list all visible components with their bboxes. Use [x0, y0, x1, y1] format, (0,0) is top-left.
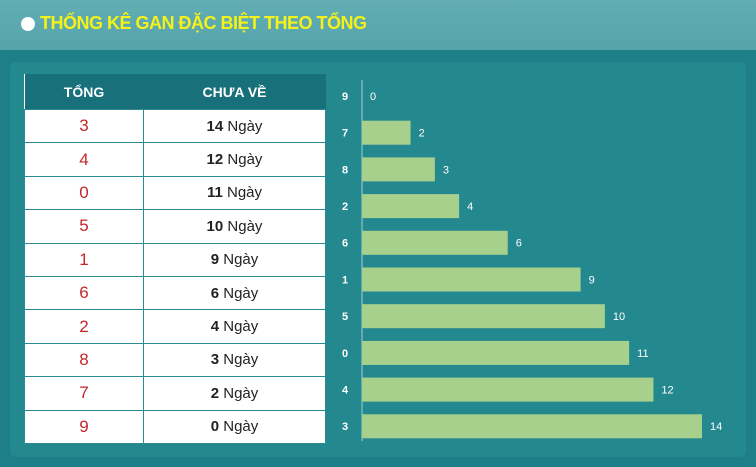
value-label: 6: [516, 238, 522, 250]
cell-days: 2 Ngày: [143, 376, 326, 411]
bar: [362, 120, 411, 145]
y-tick-label: 6: [342, 238, 348, 250]
bar: [362, 340, 630, 365]
column-header: CHƯA VỀ: [143, 74, 326, 110]
bar: [362, 194, 460, 219]
value-label: 14: [710, 421, 722, 433]
bullet: [21, 17, 35, 31]
cell-days: 4 Ngày: [143, 309, 326, 344]
value-label: 2: [419, 128, 425, 140]
unit: Ngày: [227, 184, 263, 202]
row: 3 14 Ngày: [24, 108, 326, 144]
bar: [362, 157, 435, 182]
value-label: 9: [589, 274, 595, 286]
bar: [362, 267, 581, 292]
unit: Ngày: [223, 318, 259, 336]
y-tick-label: 7: [342, 128, 348, 140]
value-label: 3: [443, 164, 449, 176]
days: 9: [210, 251, 220, 269]
days: 12: [206, 151, 224, 169]
days: 6: [210, 284, 220, 302]
days: 14: [206, 117, 224, 135]
days: 4: [210, 318, 220, 336]
table: TỔNG CHƯA VỀ 3 14 Ngày 4 12 Ngày 0 11 Ngày 5 10…: [24, 74, 326, 445]
cell-tong: 3: [24, 108, 144, 144]
days: 2: [210, 384, 220, 402]
title: THỐNG KÊ GAN ĐẶC BIỆT THEO TỔNG: [40, 13, 367, 33]
bar: [362, 377, 654, 402]
unit: Ngày: [227, 217, 263, 235]
row: 0 11 Ngày: [24, 175, 326, 211]
cell-tong: 8: [24, 342, 144, 378]
unit: Ngày: [223, 251, 259, 269]
y-tick-label: 4: [342, 385, 349, 397]
y-tick-label: 0: [342, 348, 348, 360]
days: 10: [206, 217, 224, 235]
days: 11: [206, 184, 223, 202]
cell-days: 14 Ngày: [143, 108, 326, 144]
unit: Ngày: [223, 351, 259, 369]
cell-days: 9 Ngày: [143, 242, 326, 277]
y-tick-label: 3: [342, 421, 348, 433]
unit: Ngày: [223, 384, 259, 402]
cell-tong: 2: [24, 309, 144, 344]
days: 3: [210, 351, 220, 369]
cell-days: 12 Ngày: [143, 142, 326, 177]
bar: [362, 230, 508, 255]
y-tick-label: 1: [342, 274, 348, 286]
y-tick-label: 9: [342, 91, 348, 103]
header: THỐNG KÊ GAN ĐẶC BIỆT THEO TỔNG: [0, 0, 756, 50]
y-tick-label: 2: [342, 201, 348, 213]
value-label: 11: [637, 348, 648, 360]
column-header: TỔNG: [24, 74, 144, 110]
cell-tong: 9: [24, 409, 144, 445]
y-tick-label: 5: [342, 311, 348, 323]
y-tick-label: 8: [342, 164, 348, 176]
value-label: 10: [613, 311, 625, 323]
cell-days: 11 Ngày: [143, 175, 326, 211]
unit: Ngày: [227, 117, 263, 135]
value-label: 4: [467, 201, 473, 213]
bar: [362, 304, 605, 329]
unit: Ngày: [223, 284, 259, 302]
days: 0: [210, 418, 220, 436]
bar: [362, 414, 702, 439]
cell-days: 0 Ngày: [143, 409, 326, 445]
cell-tong: 1: [24, 242, 144, 277]
cell-tong: 4: [24, 142, 144, 177]
unit: Ngày: [223, 418, 259, 436]
unit: Ngày: [227, 151, 263, 169]
value-label: 12: [661, 385, 673, 397]
row: 4 12 Ngày: [24, 142, 326, 177]
value-label: 0: [370, 91, 376, 103]
